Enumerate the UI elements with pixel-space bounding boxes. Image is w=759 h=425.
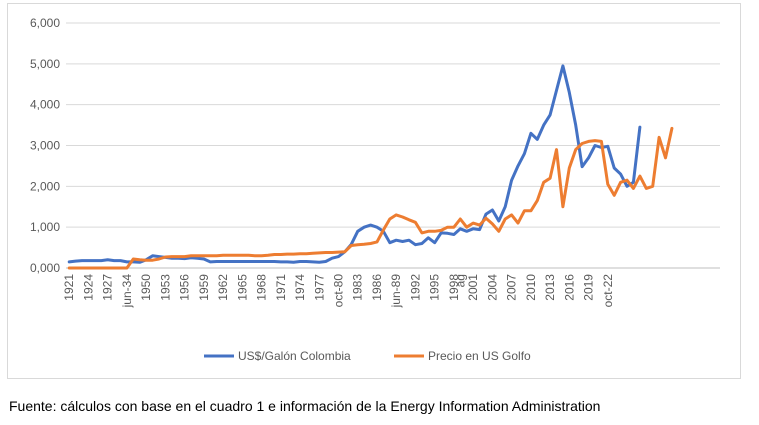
x-tick-label: 1986 bbox=[370, 274, 384, 301]
x-tick-label: jun-89 bbox=[389, 274, 403, 309]
x-tick-label: 2016 bbox=[562, 274, 576, 301]
x-tick-label: 1995 bbox=[428, 274, 442, 301]
y-axis-tick-labels: 0,000 1,000 2,000 3,000 4,000 5,000 6,000 bbox=[30, 16, 60, 275]
y-tick-label: 5,000 bbox=[30, 57, 60, 71]
source-caption: Fuente: cálculos con base en el cuadro 1… bbox=[9, 398, 601, 414]
x-tick-label: jun-34 bbox=[120, 274, 134, 309]
y-tick-label: 2,000 bbox=[30, 179, 60, 193]
y-tick-label: 6,000 bbox=[30, 16, 60, 30]
x-tick-label: 2019 bbox=[582, 274, 596, 301]
legend-label: Precio en US Golfo bbox=[428, 349, 531, 363]
x-tick-label: 1921 bbox=[62, 274, 76, 301]
x-tick-label: 1956 bbox=[178, 274, 192, 301]
x-tick-label: 2004 bbox=[485, 274, 499, 301]
chart-frame: 0,000 1,000 2,000 3,000 4,000 5,000 6,000 1921… bbox=[7, 3, 741, 379]
x-tick-label: 1959 bbox=[197, 274, 211, 301]
series-line-us-golfo bbox=[67, 126, 674, 270]
x-tick-label: 1950 bbox=[139, 274, 153, 301]
y-tick-label: 3,000 bbox=[30, 139, 60, 153]
x-tick-label: 1998 bbox=[447, 274, 461, 301]
x-tick-label: 2001 bbox=[466, 274, 480, 301]
x-tick-label: 1924 bbox=[81, 274, 95, 301]
x-tick-label: oct-22 bbox=[601, 274, 615, 308]
x-tick-label: 2007 bbox=[505, 274, 519, 301]
x-tick-label: 1974 bbox=[293, 274, 307, 301]
x-tick-label: 1977 bbox=[312, 274, 326, 301]
x-tick-label: 1968 bbox=[255, 274, 269, 301]
y-tick-label: 1,000 bbox=[30, 220, 60, 234]
legend-label: US$/Galón Colombia bbox=[238, 349, 351, 363]
x-tick-label: 1992 bbox=[408, 274, 422, 301]
x-tick-label: 1965 bbox=[235, 274, 249, 301]
y-tick-label: 0,000 bbox=[30, 261, 60, 275]
x-tick-label: oct-80 bbox=[332, 274, 346, 308]
y-tick-label: 4,000 bbox=[30, 98, 60, 112]
gridlines bbox=[66, 22, 720, 228]
x-tick-label: 1953 bbox=[158, 274, 172, 301]
x-axis-tick-labels: 1921 1924 1927 jun-34 1950 1953 1956 1959 1962 19… bbox=[62, 274, 615, 309]
x-tick-label: ag bbox=[453, 274, 467, 287]
x-tick-label: 1983 bbox=[351, 274, 365, 301]
x-tick-label: 2013 bbox=[543, 274, 557, 301]
x-tick-label: 1927 bbox=[101, 274, 115, 301]
line-chart: 0,000 1,000 2,000 3,000 4,000 5,000 6,000 1921… bbox=[30, 16, 720, 363]
x-tick-label: 2010 bbox=[524, 274, 538, 301]
series-lines bbox=[67, 64, 674, 270]
x-tick-label: 1971 bbox=[274, 274, 288, 301]
legend: US$/Galón Colombia Precio en US Golfo bbox=[204, 349, 531, 363]
x-tick-label: 1962 bbox=[216, 274, 230, 301]
